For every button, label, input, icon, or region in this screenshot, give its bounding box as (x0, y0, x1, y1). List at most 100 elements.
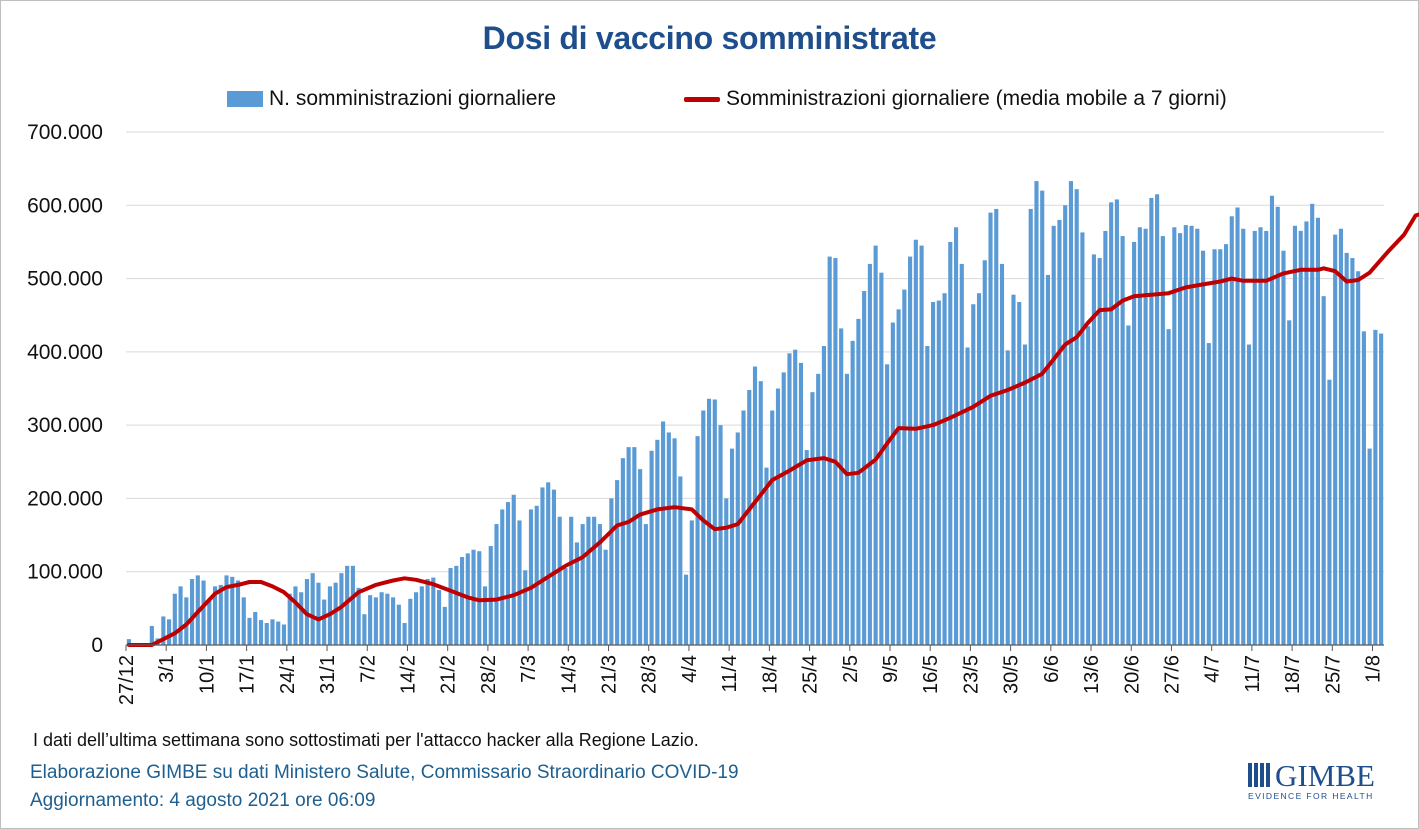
bar (419, 586, 424, 645)
bar (1086, 326, 1091, 645)
bar (1103, 230, 1108, 645)
x-tick-label: 4/7 (1202, 655, 1224, 683)
bar (218, 584, 223, 645)
y-tick-label: 100.000 (27, 561, 103, 584)
bar (431, 577, 436, 645)
bar (184, 597, 189, 645)
bar (885, 364, 890, 645)
bar (1040, 190, 1045, 645)
bar (316, 582, 321, 645)
bar (798, 362, 804, 645)
bar (931, 302, 936, 645)
bar (1321, 296, 1326, 645)
bar (212, 586, 218, 645)
bar (1189, 225, 1194, 645)
bar (1304, 221, 1309, 645)
bar (959, 263, 964, 645)
bar (1155, 194, 1160, 646)
bar (574, 542, 579, 645)
bar (764, 467, 769, 645)
bar (299, 592, 304, 645)
bar (1344, 252, 1349, 645)
bar (448, 568, 453, 645)
bar (626, 447, 631, 645)
x-tick-label: 25/4 (800, 655, 822, 694)
gimbe-logo: GIMBE EVIDENCE FOR HEALTH (1248, 758, 1383, 802)
bar (913, 239, 918, 646)
bar (982, 260, 987, 645)
bar (856, 318, 861, 645)
bar (241, 597, 246, 645)
bar (436, 590, 442, 645)
bar (350, 565, 355, 645)
bar (322, 599, 327, 645)
bar (235, 580, 241, 645)
x-tick-label: 24/1 (277, 655, 299, 694)
x-tick-label: 14/2 (397, 655, 419, 694)
x-tick-label: 17/1 (237, 655, 259, 694)
bar (747, 389, 752, 645)
bar (1258, 227, 1263, 645)
bar (661, 421, 666, 645)
bar (603, 549, 608, 645)
bar (821, 345, 826, 645)
x-tick-label: 11/7 (1242, 655, 1264, 692)
y-tick-label: 700.000 (27, 121, 103, 144)
bar (482, 586, 488, 645)
x-tick-label: 25/7 (1322, 655, 1344, 694)
bar (741, 410, 746, 645)
bar (1149, 197, 1154, 645)
x-tick-label: 7/3 (518, 655, 540, 683)
bar (333, 582, 338, 645)
y-axis-tick-labels: 0 100.000 200.000 300.000 400.000 500.000 600.… (27, 121, 103, 657)
bar (488, 546, 493, 645)
bar (1200, 250, 1206, 646)
y-tick-label: 400.000 (27, 341, 103, 364)
bar (557, 516, 562, 645)
bar (965, 347, 970, 645)
bar (844, 373, 849, 645)
bar (1269, 195, 1275, 645)
bar (505, 502, 511, 645)
bar (902, 289, 907, 645)
bar (643, 524, 648, 645)
bar (839, 328, 844, 645)
bar (867, 263, 872, 645)
x-tick-label: 11/4 (719, 655, 741, 692)
bar (1178, 233, 1183, 646)
legend-item-bars: N. somministrazioni giornaliere (227, 86, 556, 112)
bar (1109, 202, 1114, 645)
legend-bars-label: N. somministrazioni giornaliere (269, 87, 557, 110)
bar (689, 520, 694, 645)
bar (1235, 207, 1240, 645)
y-tick-label: 0 (91, 634, 103, 657)
bar (414, 592, 419, 645)
x-tick-label: 2/5 (840, 655, 862, 683)
bar (632, 447, 637, 645)
x-tick-label: 28/3 (639, 655, 661, 694)
bar (879, 272, 884, 645)
bar (511, 494, 516, 645)
bar (1206, 343, 1211, 645)
x-tick-label: 1/8 (1363, 655, 1385, 683)
bar (528, 509, 534, 645)
bar (551, 489, 557, 645)
bar (1074, 189, 1079, 646)
x-axis (125, 644, 1384, 651)
bar (459, 557, 465, 645)
bar (1298, 230, 1303, 645)
bar (1011, 294, 1016, 645)
footer-updated: Aggiornamento: 4 agosto 2021 ore 06:09 (30, 790, 376, 811)
bar (781, 372, 786, 645)
bar (1080, 232, 1085, 645)
footer-note: I dati dell’ultima settimana sono sottos… (33, 730, 699, 750)
bar (684, 574, 689, 645)
bar (1114, 199, 1119, 645)
bar (1241, 228, 1246, 646)
x-tick-label: 14/3 (558, 655, 580, 694)
bar (953, 227, 959, 645)
bar (253, 612, 258, 645)
bar (666, 432, 671, 645)
x-tick-label: 27/12 (116, 655, 138, 705)
bar (925, 345, 930, 645)
